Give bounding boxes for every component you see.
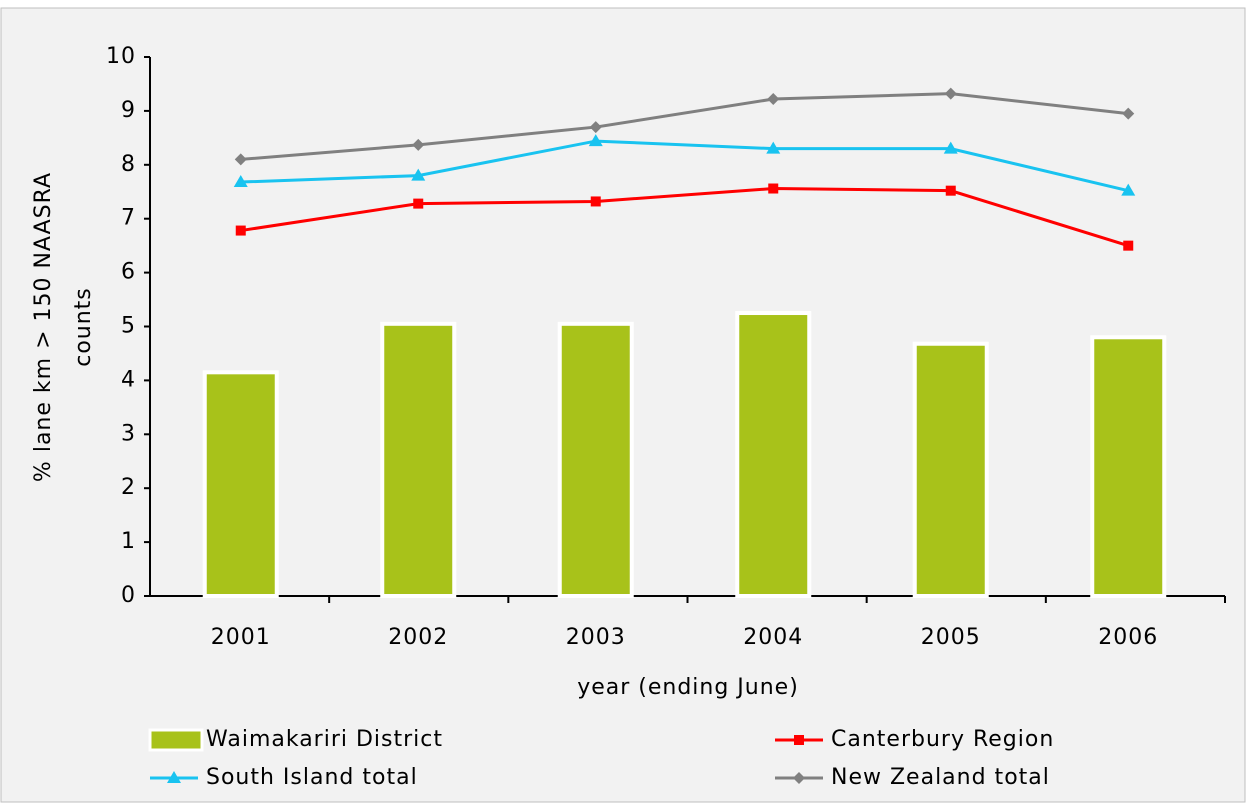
x-axis-title: year (ending June)	[577, 675, 799, 700]
y-axis-title: counts	[71, 287, 96, 367]
y-axis-title: % lane km > 150 NAASRA	[31, 172, 56, 482]
marker	[945, 185, 956, 196]
marker	[794, 735, 804, 745]
legend-label: New Zealand total	[831, 765, 1050, 790]
legend-label: South Island total	[206, 765, 418, 790]
line	[240, 92, 1129, 161]
y-tick-label: 4	[121, 367, 136, 392]
marker	[413, 198, 424, 209]
marker	[793, 772, 805, 784]
bar	[735, 311, 812, 598]
line	[240, 187, 1129, 248]
marker	[1121, 183, 1136, 196]
y-tick-label: 3	[121, 421, 136, 446]
marker	[590, 196, 601, 207]
bar	[1090, 335, 1167, 598]
marker	[234, 153, 247, 166]
y-tick-label: 5	[121, 314, 136, 339]
marker	[411, 168, 426, 181]
y-tick-label: 8	[121, 152, 136, 177]
y-tick-label: 2	[121, 475, 136, 500]
marker	[589, 121, 602, 134]
y-tick-label: 10	[106, 44, 136, 69]
marker	[588, 134, 603, 147]
marker	[768, 183, 779, 194]
x-tick-label: 2001	[211, 625, 271, 650]
marker	[944, 87, 957, 100]
bar	[557, 321, 634, 598]
legend-label: Waimakariri District	[206, 727, 443, 752]
marker	[233, 175, 248, 188]
marker	[767, 93, 780, 106]
legend-label: Canterbury Region	[831, 727, 1054, 752]
y-tick-label: 9	[121, 98, 136, 123]
x-tick-label: 2004	[743, 625, 803, 650]
line	[240, 139, 1129, 193]
marker	[943, 141, 958, 154]
x-tick-label: 2005	[921, 625, 981, 650]
marker	[1122, 107, 1135, 120]
x-tick-label: 2003	[566, 625, 626, 650]
y-tick-label: 6	[121, 260, 136, 285]
marker	[412, 138, 425, 151]
legend-swatch	[148, 728, 204, 752]
y-tick-label: 1	[121, 529, 136, 554]
marker	[167, 771, 181, 783]
marker	[1123, 240, 1134, 251]
marker	[766, 141, 781, 154]
bar	[202, 370, 279, 598]
marker	[235, 225, 246, 236]
y-tick-label: 7	[121, 206, 136, 231]
y-tick-label: 0	[121, 583, 136, 608]
bar	[380, 321, 457, 598]
bar	[912, 341, 989, 598]
x-tick-label: 2006	[1098, 625, 1158, 650]
x-tick-label: 2002	[388, 625, 448, 650]
